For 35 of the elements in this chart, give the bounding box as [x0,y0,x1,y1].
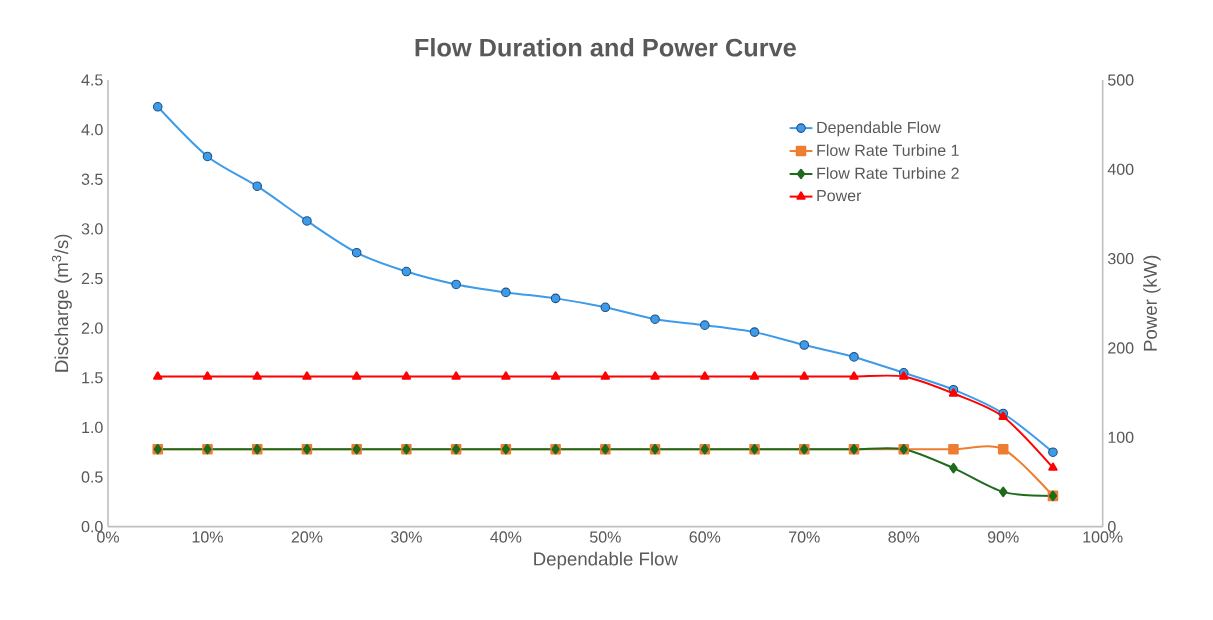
x-tick-label: 80% [888,531,920,543]
y-tick-label: 3.5 [81,173,103,185]
y-tick-label: 1.0 [82,421,103,434]
y-axis-title: Discharge (m$^{3}$/s) [51,234,72,372]
y-tick-label: 4.0 [81,123,103,136]
legend-label: Flow Rate Turbine 2 [817,167,959,179]
y2-tick-label: 500 [1108,74,1134,86]
y-tick-label: 2.5 [81,272,103,285]
y2-tick-label: 400 [1107,163,1134,175]
x-tick-label: 50% [589,531,621,543]
legend-label: Dependable Flow [817,121,941,137]
x-tick-label: 60% [689,531,721,543]
y2-axis-title: Power (kW) [1143,255,1161,351]
x-tick-label: 40% [490,531,522,543]
y-tick-label: 2.0 [81,322,103,334]
legend-label: Flow Rate Turbine 1 [817,144,959,156]
y2-tick-label: 200 [1108,342,1134,354]
y2-tick-label: 100 [1108,431,1134,443]
x-axis-title: Dependable Flow [534,551,678,570]
y-tick-label: 4.5 [81,74,103,86]
y2-tick-label: 300 [1107,252,1134,265]
y-tick-label: 0.5 [81,471,103,483]
x-tick-label: 30% [391,531,422,543]
y-tick-label: 3.0 [81,223,103,235]
x-tick-label: 20% [291,531,323,543]
x-tick-label: 70% [789,531,820,543]
x-tick-label: 0% [97,531,119,543]
x-tick-label: 10% [192,531,223,543]
chart-title: Flow Duration and Power Curve [415,38,796,57]
x-tick-label: 90% [987,531,1019,543]
y-tick-label: 1.5 [82,372,103,384]
legend-label: Power [817,190,862,202]
y2-tick-label: 0 [1108,520,1116,533]
y-tick-label: 0.0 [81,520,103,533]
x-tick-label: 100% [1083,531,1123,543]
